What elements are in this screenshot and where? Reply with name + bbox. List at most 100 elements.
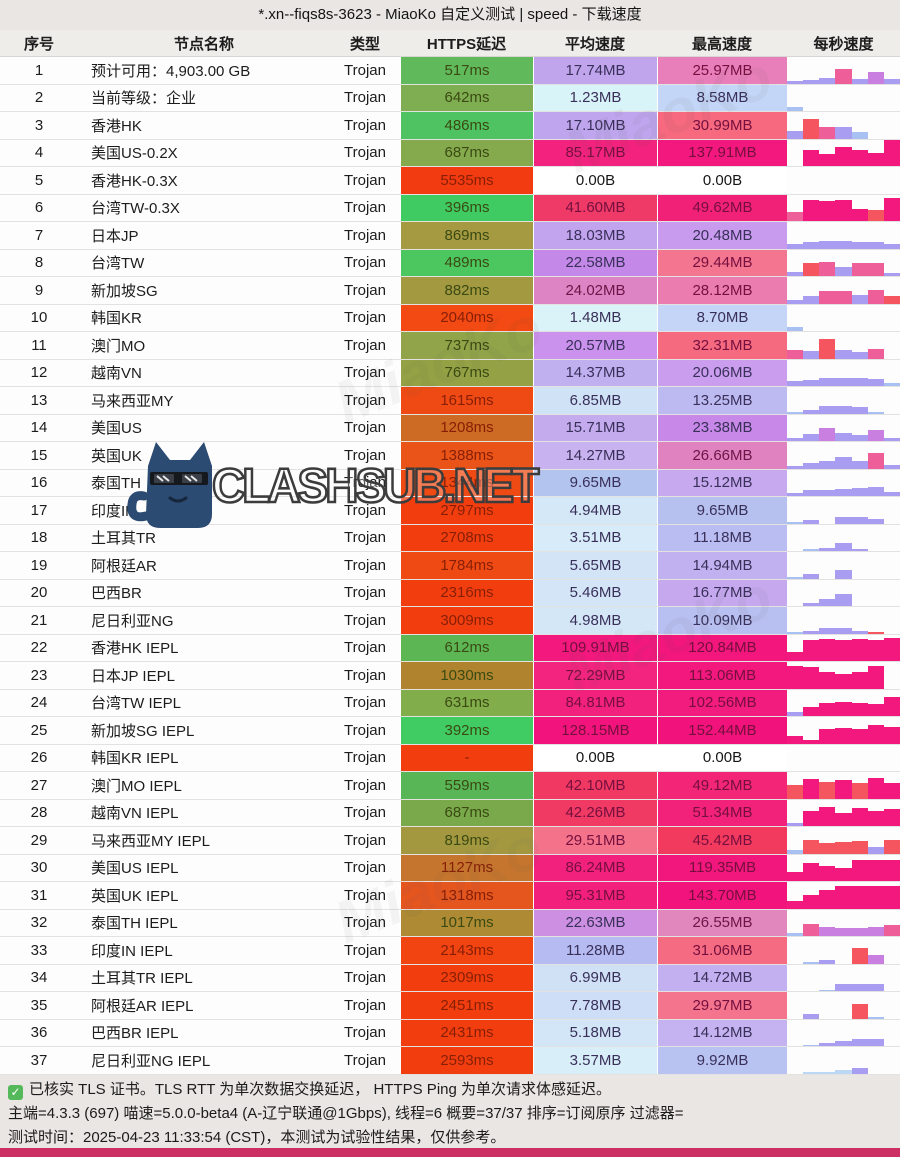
speed-bar [867, 72, 884, 84]
speed-bar [867, 262, 884, 276]
speed-bar [851, 434, 868, 441]
table-row: 8 台湾TW Trojan 489ms 22.58MB 29.44MB [0, 249, 900, 277]
speed-bar [883, 860, 900, 881]
speed-bar [803, 924, 820, 936]
row-index: 12 [30, 364, 48, 382]
node-name: 泰国TH IEPL [91, 915, 178, 933]
table-row: 23 日本JP IEPL Trojan 1030ms 72.29MB 113.06MB [0, 662, 900, 690]
max-speed-cell: 8.58MB [657, 84, 787, 111]
speed-bar [835, 433, 852, 441]
node-name: 香港HK [91, 117, 142, 135]
speed-bar [867, 666, 884, 689]
avg-speed-cell: 17.74MB [533, 57, 657, 84]
https-latency-cell: 737ms [400, 332, 533, 359]
node-type: Trojan [344, 749, 386, 767]
node-type: Trojan [344, 171, 386, 189]
speed-bar [803, 1044, 820, 1046]
node-name: 越南VN [91, 365, 142, 383]
per-second-bars [787, 662, 900, 689]
row-index: 15 [30, 446, 48, 464]
speed-bar [851, 630, 868, 634]
node-name: 澳门MO [91, 337, 146, 355]
speed-bar [803, 630, 820, 634]
max-speed-cell: 49.62MB [657, 194, 787, 221]
table-row: 36 巴西BR IEPL Trojan 2431ms 5.18MB 14.12MB [0, 1019, 900, 1047]
avg-speed-cell: 0.00B [533, 167, 657, 194]
node-type: Trojan [344, 556, 386, 574]
speed-bar [803, 894, 820, 909]
per-second-bars [787, 250, 900, 276]
speed-bar [819, 782, 836, 799]
max-speed-cell: 14.72MB [657, 964, 787, 991]
speed-bar [787, 823, 804, 826]
table-row: 13 马来西亚MY Trojan 1615ms 6.85MB 13.25MB [0, 387, 900, 415]
avg-speed-cell: 72.29MB [533, 662, 657, 689]
speed-bar [867, 289, 884, 304]
speed-bar [851, 729, 868, 744]
node-type: Trojan [344, 226, 386, 244]
avg-speed-cell: 95.31MB [533, 882, 657, 909]
speed-bar [835, 842, 852, 854]
avg-speed-cell: 42.26MB [533, 799, 657, 826]
max-speed-cell: 137.91MB [657, 139, 787, 166]
node-type: Trojan [344, 144, 386, 162]
max-speed-cell: 26.66MB [657, 442, 787, 469]
per-second-bars [787, 827, 900, 854]
speed-bar [883, 886, 900, 909]
speed-bar [835, 406, 852, 414]
avg-speed-cell: 3.57MB [533, 1047, 657, 1074]
speed-bar [851, 702, 868, 716]
node-name: 巴西BR [91, 585, 142, 603]
header-avg: 平均速度 [564, 35, 625, 53]
speed-bar [867, 348, 884, 359]
row-index: 37 [30, 1051, 48, 1069]
speed-bar [787, 300, 804, 304]
https-latency-cell: 2309ms [400, 964, 533, 991]
avg-speed-cell: 11.28MB [533, 937, 657, 964]
speed-bar [803, 707, 820, 716]
max-speed-cell: 16.77MB [657, 579, 787, 606]
https-latency-cell: 486ms [400, 112, 533, 139]
row-index: 11 [31, 336, 47, 354]
speed-bar [851, 783, 868, 799]
table-row: 28 越南VN IEPL Trojan 687ms 42.26MB 51.34MB [0, 799, 900, 827]
speed-bar [787, 872, 804, 881]
node-name: 韩国KR [91, 310, 142, 328]
speed-bar [883, 438, 900, 441]
speed-bar [819, 989, 836, 991]
speed-bar [787, 212, 804, 221]
header-latency: HTTPS延迟 [426, 35, 507, 53]
speed-bar [835, 983, 852, 991]
header-sn: 序号 [23, 35, 54, 53]
node-type: Trojan [344, 474, 386, 492]
https-latency-cell: 819ms [400, 827, 533, 854]
speed-bar [803, 739, 820, 744]
speed-bar [835, 674, 852, 689]
node-name: 台湾TW-0.3X [91, 200, 180, 218]
speed-bar [819, 1042, 836, 1046]
per-second-bars [787, 1047, 900, 1074]
table-row: 11 澳门MO Trojan 737ms 20.57MB 32.31MB [0, 332, 900, 360]
speed-bar [819, 200, 836, 221]
node-type: Trojan [344, 584, 386, 602]
max-speed-cell: 15.12MB [657, 469, 787, 496]
speed-bar [787, 381, 804, 386]
avg-speed-cell: 5.18MB [533, 1019, 657, 1046]
avg-speed-cell: 29.51MB [533, 827, 657, 854]
per-second-bars [787, 882, 900, 909]
per-second-bars [787, 195, 900, 221]
footer-test-time: 测试时间：2025-04-23 11:33:54 (CST)，本测试为试验性结果… [8, 1128, 506, 1146]
table-row: 4 美国US-0.2X Trojan 687ms 85.17MB 137.91MB [0, 139, 900, 167]
speed-bar [867, 242, 884, 249]
header-persec: 每秒速度 [813, 35, 874, 53]
speed-bar [851, 460, 868, 469]
footer-version-info: 主端=4.3.3 (697) 喵速=5.0.0-beta4 (A-辽宁联通@1G… [8, 1104, 684, 1122]
row-index: 2 [34, 89, 44, 107]
speed-bar [851, 150, 868, 166]
table-row: 24 台湾TW IEPL Trojan 631ms 84.81MB 102.56MB [0, 689, 900, 717]
max-speed-cell: 9.92MB [657, 1047, 787, 1074]
speed-bar [819, 428, 836, 441]
https-latency-cell: 2431ms [400, 1019, 533, 1046]
speed-bar [851, 638, 868, 661]
row-index: 26 [30, 749, 48, 767]
